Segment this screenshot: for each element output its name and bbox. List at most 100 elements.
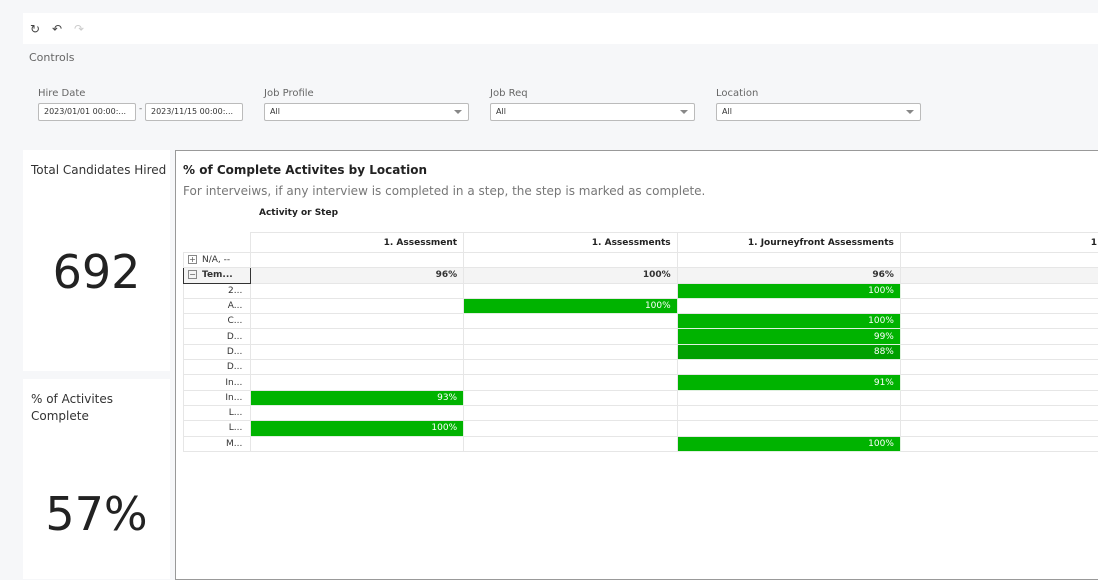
table-cell[interactable] [900, 329, 1098, 344]
row-header[interactable]: In... [184, 390, 251, 405]
table-cell[interactable] [900, 421, 1098, 436]
hire-date-from-input[interactable]: 2023/01/01 00:00:... [38, 103, 136, 121]
job-profile-label: Job Profile [264, 88, 314, 99]
row-header[interactable]: −Tem... [184, 268, 251, 283]
table-cell[interactable]: 100% [677, 314, 900, 329]
table-cell[interactable] [464, 390, 678, 405]
table-cell[interactable] [251, 344, 464, 359]
table-cell[interactable] [251, 436, 464, 451]
job-profile-select[interactable]: All [264, 103, 469, 121]
row-header[interactable]: A... [184, 298, 251, 313]
table-row: L... [184, 405, 1098, 420]
chevron-down-icon [680, 110, 688, 114]
table-cell[interactable] [900, 298, 1098, 313]
kpi-activities-complete: % of Activites Complete 57% [23, 379, 170, 579]
row-header[interactable]: D... [184, 360, 251, 375]
table-cell[interactable]: 88% [677, 344, 900, 359]
location-label: Location [716, 88, 758, 99]
row-header[interactable]: D... [184, 329, 251, 344]
table-cell[interactable] [900, 283, 1098, 298]
row-header[interactable]: L... [184, 405, 251, 420]
table-cell[interactable] [677, 298, 900, 313]
row-header[interactable]: +N/A, -- [184, 253, 251, 268]
table-row: In... 91% [184, 375, 1098, 390]
table-cell[interactable] [464, 253, 678, 268]
table-cell[interactable] [251, 314, 464, 329]
redo-icon[interactable]: ↷ [72, 22, 86, 36]
table-cell[interactable] [251, 283, 464, 298]
table-cell[interactable] [900, 405, 1098, 420]
row-header[interactable]: M... [184, 436, 251, 451]
pivot-title: % of Complete Activites by Location [183, 163, 427, 177]
table-cell[interactable]: 100% [464, 298, 678, 313]
refresh-icon[interactable]: ↻ [28, 22, 42, 36]
row-label: M... [226, 439, 242, 449]
column-header[interactable]: 1. Assessment [251, 233, 464, 253]
table-cell[interactable] [677, 390, 900, 405]
kpi-title: Total Candidates Hired [31, 162, 166, 179]
table-cell[interactable]: 100% [677, 283, 900, 298]
table-cell[interactable] [464, 405, 678, 420]
table-cell[interactable]: 100% [464, 268, 678, 283]
table-cell[interactable]: 99% [677, 329, 900, 344]
table-row: D... 88% [184, 344, 1098, 359]
table-cell[interactable] [677, 253, 900, 268]
table-cell[interactable] [251, 253, 464, 268]
table-cell[interactable] [464, 314, 678, 329]
column-header[interactable]: 1. Assessments [464, 233, 678, 253]
row-header[interactable]: L... [184, 421, 251, 436]
row-label: 2... [228, 286, 242, 296]
table-row: L...100% [184, 421, 1098, 436]
table-cell[interactable]: 93% [251, 390, 464, 405]
table-cell[interactable] [464, 329, 678, 344]
table-cell[interactable] [677, 405, 900, 420]
row-header[interactable]: In... [184, 375, 251, 390]
table-cell[interactable]: 96% [677, 268, 900, 283]
location-select[interactable]: All [716, 103, 921, 121]
table-row: +N/A, -- [184, 253, 1098, 268]
job-req-select[interactable]: All [490, 103, 695, 121]
table-cell[interactable] [464, 344, 678, 359]
table-cell[interactable] [900, 253, 1098, 268]
table-row: D... [184, 360, 1098, 375]
row-header[interactable]: 2... [184, 283, 251, 298]
hire-date-to-input[interactable]: 2023/11/15 00:00:... [145, 103, 243, 121]
table-cell[interactable]: 100% [251, 421, 464, 436]
row-header[interactable]: C... [184, 314, 251, 329]
table-cell[interactable] [900, 436, 1098, 451]
table-cell[interactable] [251, 329, 464, 344]
table-cell[interactable] [464, 436, 678, 451]
table-cell[interactable] [251, 298, 464, 313]
table-cell[interactable] [900, 375, 1098, 390]
job-req-label: Job Req [490, 88, 528, 99]
table-row: In... 93% [184, 390, 1098, 405]
table-cell[interactable] [677, 421, 900, 436]
table-cell[interactable] [251, 375, 464, 390]
table-cell[interactable] [900, 360, 1098, 375]
collapse-icon[interactable]: − [188, 270, 197, 279]
table-cell[interactable] [464, 283, 678, 298]
table-cell[interactable] [900, 268, 1098, 283]
table-cell[interactable] [251, 360, 464, 375]
row-label: D... [227, 362, 243, 372]
table-cell[interactable] [900, 390, 1098, 405]
table-cell[interactable] [251, 405, 464, 420]
row-label: In... [225, 393, 242, 403]
column-header[interactable]: 1 [900, 233, 1098, 253]
undo-icon[interactable]: ↶ [50, 22, 64, 36]
row-label: D... [227, 332, 243, 342]
table-cell[interactable] [677, 360, 900, 375]
row-header[interactable]: D... [184, 344, 251, 359]
expand-icon[interactable]: + [188, 255, 197, 264]
table-cell[interactable]: 91% [677, 375, 900, 390]
table-cell[interactable] [900, 314, 1098, 329]
column-header[interactable]: 1. Journeyfront Assessments [677, 233, 900, 253]
table-cell[interactable] [464, 360, 678, 375]
table-cell[interactable] [464, 421, 678, 436]
table-cell[interactable] [900, 344, 1098, 359]
table-cell[interactable]: 100% [677, 436, 900, 451]
table-cell[interactable] [464, 375, 678, 390]
table-cell[interactable]: 96% [251, 268, 464, 283]
date-separator: - [139, 104, 142, 114]
table-row: −Tem...96%100%96% [184, 268, 1098, 283]
